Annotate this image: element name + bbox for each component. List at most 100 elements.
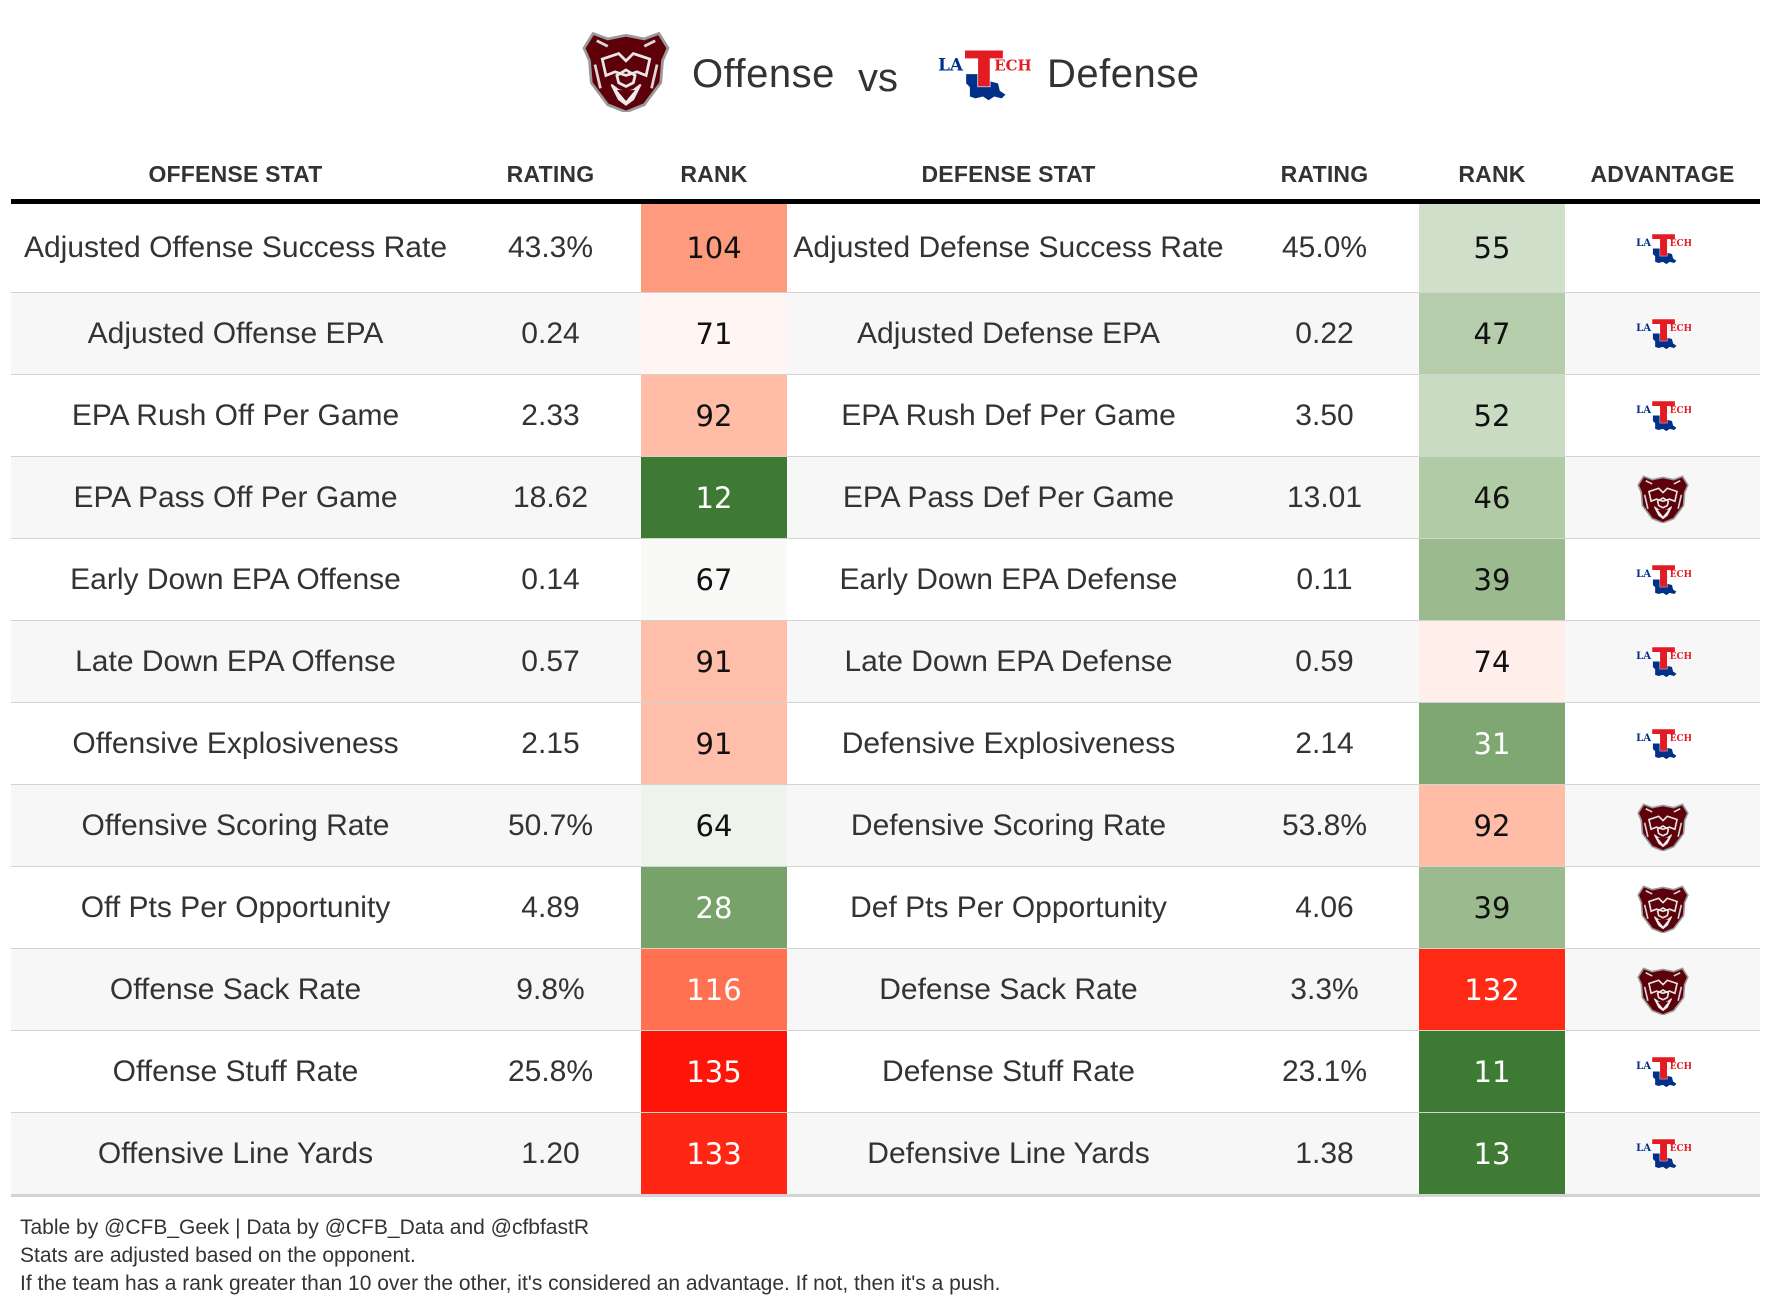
def-rating-cell: 2.14 — [1230, 702, 1419, 785]
off-rating-cell: 1.20 — [460, 1112, 641, 1197]
def-stat-cell: Defensive Scoring Rate — [787, 784, 1230, 867]
col-header-defense-stat: DEFENSE STAT — [787, 150, 1230, 204]
col-header-offense-rank: RANK — [641, 150, 787, 204]
off-rank-cell: 92 — [641, 374, 787, 457]
title-defense-label: Defense — [1047, 52, 1200, 96]
col-header-defense-rating: RATING — [1230, 150, 1419, 204]
title-bar: Offense vs Defense — [0, 28, 1770, 112]
def-rank-cell: 39 — [1419, 866, 1565, 949]
off-stat-cell: Offensive Scoring Rate — [11, 784, 460, 867]
def-stat-cell: Adjusted Defense EPA — [787, 292, 1230, 375]
def-rating-cell: 4.06 — [1230, 866, 1419, 949]
off-rating-cell: 18.62 — [460, 456, 641, 539]
off-rank-cell: 91 — [641, 620, 787, 703]
louisiana-tech-logo-icon — [1635, 644, 1691, 680]
off-rating-cell: 2.33 — [460, 374, 641, 457]
table-row: Offensive Scoring Rate 50.7% 64 Defensive S… — [11, 784, 1760, 867]
def-rating-cell: 3.3% — [1230, 948, 1419, 1031]
off-stat-cell: EPA Pass Off Per Game — [11, 456, 460, 539]
louisiana-tech-logo-icon — [1635, 231, 1691, 267]
def-rank-cell: 132 — [1419, 948, 1565, 1031]
missouri-state-bear-logo-icon — [1636, 965, 1690, 1015]
def-rating-cell: 45.0% — [1230, 201, 1419, 293]
louisiana-tech-logo-icon — [1635, 398, 1691, 434]
off-rating-cell: 0.14 — [460, 538, 641, 621]
header-row: OFFENSE STAT RATING RANK DEFENSE STAT RA… — [11, 150, 1760, 204]
advantage-cell — [1565, 374, 1760, 457]
off-stat-cell: Offense Stuff Rate — [11, 1030, 460, 1113]
louisiana-tech-logo-icon — [1635, 562, 1691, 598]
off-stat-cell: Offensive Line Yards — [11, 1112, 460, 1197]
def-stat-cell: Defensive Line Yards — [787, 1112, 1230, 1197]
louisiana-tech-logo-icon — [1635, 1136, 1691, 1172]
off-rank-cell: 116 — [641, 948, 787, 1031]
table-row: Late Down EPA Offense 0.57 91 Late Down EPA… — [11, 620, 1760, 703]
off-rating-cell: 43.3% — [460, 201, 641, 293]
def-stat-cell: EPA Pass Def Per Game — [787, 456, 1230, 539]
def-rank-cell: 39 — [1419, 538, 1565, 621]
def-rating-cell: 0.59 — [1230, 620, 1419, 703]
def-rating-cell: 3.50 — [1230, 374, 1419, 457]
col-header-defense-rank: RANK — [1419, 150, 1565, 204]
off-stat-cell: Offense Sack Rate — [11, 948, 460, 1031]
def-stat-cell: Adjusted Defense Success Rate — [787, 201, 1230, 293]
off-rank-cell: 67 — [641, 538, 787, 621]
off-stat-cell: Early Down EPA Offense — [11, 538, 460, 621]
table-row: Offense Sack Rate 9.8% 116 Defense Sack Rat… — [11, 948, 1760, 1031]
table-row: Offense Stuff Rate 25.8% 135 Defense Stuff … — [11, 1030, 1760, 1113]
table-row: Offensive Line Yards 1.20 133 Defensive Lin… — [11, 1112, 1760, 1197]
matchup-table: OFFENSE STAT RATING RANK DEFENSE STAT RA… — [11, 150, 1760, 1197]
title-vs-label: vs — [858, 56, 898, 100]
advantage-cell — [1565, 1030, 1760, 1113]
def-rank-cell: 55 — [1419, 201, 1565, 293]
def-rank-cell: 74 — [1419, 620, 1565, 703]
def-rank-cell: 92 — [1419, 784, 1565, 867]
def-stat-cell: Late Down EPA Defense — [787, 620, 1230, 703]
footer-adjustment-note: Stats are adjusted based on the opponent… — [20, 1244, 416, 1267]
def-rank-cell: 11 — [1419, 1030, 1565, 1113]
missouri-state-bear-logo-icon — [1636, 883, 1690, 933]
off-rank-cell: 71 — [641, 292, 787, 375]
col-header-offense-rating: RATING — [460, 150, 641, 204]
footer-notes: Table by @CFB_Geek | Data by @CFB_Data a… — [20, 1214, 1000, 1298]
table-row: EPA Pass Off Per Game 18.62 12 EPA Pass Def… — [11, 456, 1760, 539]
advantage-cell — [1565, 1112, 1760, 1197]
def-stat-cell: Def Pts Per Opportunity — [787, 866, 1230, 949]
off-rating-cell: 2.15 — [460, 702, 641, 785]
off-rating-cell: 4.89 — [460, 866, 641, 949]
col-header-advantage: ADVANTAGE — [1565, 150, 1760, 204]
table-row: Adjusted Offense Success Rate 43.3% 104 Adj… — [11, 201, 1760, 293]
def-rating-cell: 1.38 — [1230, 1112, 1419, 1197]
off-rating-cell: 50.7% — [460, 784, 641, 867]
def-rating-cell: 13.01 — [1230, 456, 1419, 539]
table-row: Adjusted Offense EPA 0.24 71 Adjusted Defen… — [11, 292, 1760, 375]
off-stat-cell: Adjusted Offense EPA — [11, 292, 460, 375]
off-stat-cell: Adjusted Offense Success Rate — [11, 201, 460, 293]
advantage-cell — [1565, 538, 1760, 621]
missouri-state-bear-logo-icon — [1636, 473, 1690, 523]
footer-credits: Table by @CFB_Geek | Data by @CFB_Data a… — [20, 1216, 589, 1239]
off-rank-cell: 133 — [641, 1112, 787, 1197]
def-rating-cell: 0.11 — [1230, 538, 1419, 621]
off-stat-cell: EPA Rush Off Per Game — [11, 374, 460, 457]
advantage-cell — [1565, 620, 1760, 703]
footer-advantage-note: If the team has a rank greater than 10 o… — [20, 1272, 1001, 1295]
off-rank-cell: 12 — [641, 456, 787, 539]
off-rank-cell: 28 — [641, 866, 787, 949]
louisiana-tech-logo-icon — [1635, 1054, 1691, 1090]
title-offense-label: Offense — [692, 52, 835, 96]
advantage-cell — [1565, 201, 1760, 293]
advantage-cell — [1565, 702, 1760, 785]
advantage-cell — [1565, 948, 1760, 1031]
col-header-offense-stat: OFFENSE STAT — [11, 150, 460, 204]
table-row: EPA Rush Off Per Game 2.33 92 EPA Rush Def … — [11, 374, 1760, 457]
off-stat-cell: Offensive Explosiveness — [11, 702, 460, 785]
table-row: Off Pts Per Opportunity 4.89 28 Def Pts Per… — [11, 866, 1760, 949]
advantage-cell — [1565, 456, 1760, 539]
def-rank-cell: 13 — [1419, 1112, 1565, 1197]
def-stat-cell: Defense Stuff Rate — [787, 1030, 1230, 1113]
off-rating-cell: 9.8% — [460, 948, 641, 1031]
advantage-cell — [1565, 866, 1760, 949]
missouri-state-bear-logo-icon — [1636, 801, 1690, 851]
def-rank-cell: 47 — [1419, 292, 1565, 375]
